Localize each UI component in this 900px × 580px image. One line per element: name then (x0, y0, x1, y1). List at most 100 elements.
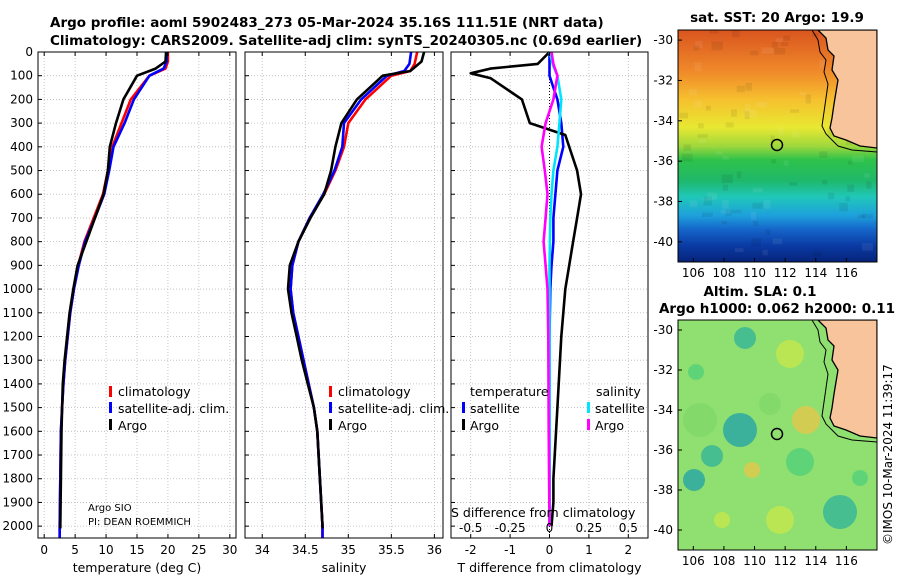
sla-coast-shelf (811, 320, 877, 443)
y-tick-label: 100 (10, 69, 33, 83)
y-tick-label: 2000 (2, 519, 33, 533)
series-argo (286, 51, 426, 529)
sst-texture-cell (790, 109, 800, 113)
map-y-tick-label: -30 (653, 323, 673, 337)
series-temperature-argo (469, 51, 583, 527)
sst-texture-cell (771, 158, 777, 164)
sst-texture-cell (725, 122, 734, 128)
x-tick-label: 25 (191, 543, 206, 557)
map-y-tick-label: -34 (653, 403, 673, 417)
top-axis-tick-label: 0 (546, 521, 554, 535)
sst-frame (677, 29, 878, 263)
map-x-tick-label: 106 (682, 266, 705, 280)
x-tick-label: 0 (546, 543, 554, 557)
map-x-tick-label: 106 (682, 554, 705, 568)
legend-label-s-satellite: satellite (595, 401, 645, 416)
sst-texture-cell (772, 238, 783, 245)
sst-texture-cell (716, 151, 723, 155)
legend-marker-satellite (329, 402, 332, 413)
sst-texture-cell (688, 89, 697, 96)
sla-axes: 106 108 110 112 114 116 -30 -32 -34 -36 -38 -40 (653, 323, 857, 568)
y-tick-label: 1500 (2, 401, 33, 415)
sst-texture-cell (761, 47, 774, 54)
map-y-tick-label: -40 (653, 235, 673, 249)
x-tick-label: -2 (465, 543, 477, 557)
sst-texture-cell (750, 50, 759, 56)
sst-texture-cell (847, 160, 853, 165)
legend-marker-climatology (329, 386, 332, 397)
sst-texture-cell (683, 144, 692, 151)
series-argo (58, 51, 168, 529)
sst-texture-cell (697, 134, 708, 138)
sla-blob (701, 445, 723, 467)
sst-texture-cell (847, 184, 855, 192)
sla-blob (734, 327, 756, 349)
sst-texture-cell (866, 181, 872, 189)
x-tick-label: 0 (40, 543, 48, 557)
series-climatology (58, 52, 170, 538)
sla-blob (683, 403, 717, 437)
sst-texture-cell (839, 202, 848, 212)
sst-map-title: sat. SST: 20 Argo: 19.9 (690, 10, 864, 26)
x-tick-label: 30 (222, 543, 237, 557)
y-tick-label: 1400 (2, 377, 33, 391)
legend-marker-argo (109, 419, 112, 430)
legend-marker-t-argo (462, 419, 465, 430)
sst-texture-cell (734, 248, 744, 253)
x-tick-label: 5 (71, 543, 79, 557)
y-tick-label: 800 (10, 235, 33, 249)
x-tick-label: 10 (98, 543, 113, 557)
map-y-tick-label: -34 (653, 114, 673, 128)
map-y-tick-label: -30 (653, 33, 673, 47)
sst-texture-cell (851, 155, 864, 163)
sla-blob (683, 469, 705, 491)
salinity-panel: 34 34.5 35 35.5 36 salinity (244, 51, 444, 575)
y-tick-label: 1300 (2, 353, 33, 367)
sst-texture-cell (709, 30, 719, 34)
sst-texture-cell (689, 200, 698, 207)
sla-blob (823, 495, 857, 529)
sst-texture-cell (732, 209, 742, 214)
legend-header-temperature: temperature (470, 384, 549, 399)
sst-texture-cell (731, 109, 737, 117)
sst-texture-cell (694, 62, 702, 72)
sst-texture-cell (711, 41, 723, 51)
panel-frame (244, 51, 444, 539)
sst-coast-shelf (811, 30, 877, 153)
y-tick-label: 200 (10, 92, 33, 106)
sst-texture-cell (744, 110, 750, 120)
sla-blob (688, 364, 704, 380)
x-tick-label: 15 (129, 543, 144, 557)
sst-texture-cell (762, 249, 768, 256)
sst-texture-cell (736, 171, 742, 179)
x-axis-label: salinity (322, 560, 367, 575)
salinity-legend: climatology satellite-adj. clim. Argo (329, 384, 449, 433)
sst-texture-cell (771, 41, 779, 48)
sst-texture-cell (828, 192, 835, 200)
legend-marker-climatology (109, 386, 112, 397)
legend-label-t-satellite: satellite (470, 401, 520, 416)
sst-texture-cell (812, 251, 822, 257)
sst-texture-cell (721, 221, 728, 225)
sla-blob (776, 340, 804, 368)
top-axis-tick-label: -0.5 (459, 521, 482, 535)
y-tick-label: 1100 (2, 306, 33, 320)
sst-argo-marker (770, 138, 784, 152)
note-argo-sio: Argo SIO (88, 503, 132, 514)
sla-frame (677, 319, 878, 551)
sst-texture-cell (701, 212, 713, 218)
sla-blob (714, 512, 730, 528)
sla-blob (852, 470, 868, 486)
y-tick-label: 1900 (2, 495, 33, 509)
x-tick-label: 36 (427, 543, 442, 557)
legend-marker-s-argo (587, 419, 590, 430)
sst-texture-cell (679, 112, 689, 119)
legend-label-argo: Argo (338, 418, 367, 433)
sst-texture-cell (799, 91, 807, 96)
sst-texture-cell (863, 173, 870, 178)
sla-blob (759, 393, 781, 415)
x-tick-label: 2 (624, 543, 632, 557)
sst-texture-cell (707, 192, 717, 200)
y-tick-label: 300 (10, 116, 33, 130)
map-x-tick-label: 112 (774, 266, 797, 280)
